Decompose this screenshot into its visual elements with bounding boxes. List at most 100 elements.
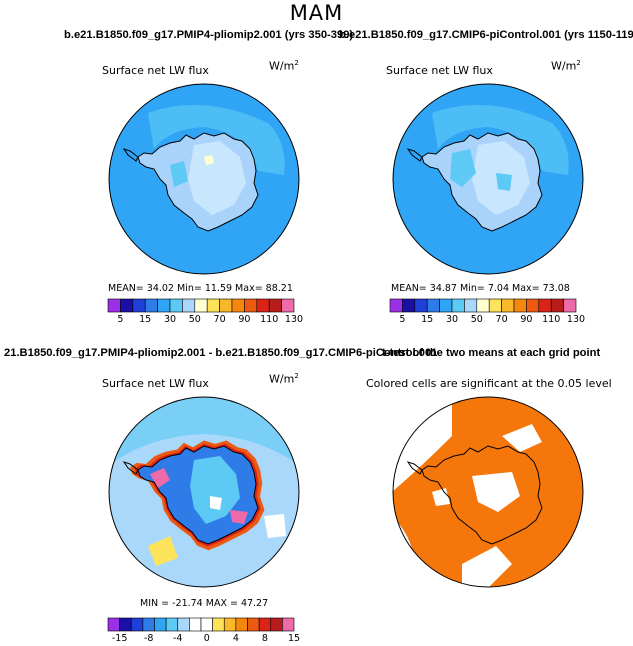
colorbar-box — [247, 617, 260, 632]
coastline — [137, 132, 259, 232]
colorbar-box — [270, 617, 283, 632]
panel1-experiment-title: b.e21.B1850.f09_g17.PMIP4-pliomip2.001 (… — [64, 29, 354, 41]
colorbar-tick-label: 30 — [163, 314, 177, 325]
coastline — [406, 148, 423, 162]
panel2-experiment-title: b.e21.B1850.f09_g17.CMIP6-piControl.001 … — [339, 29, 633, 41]
panel1-variable-title: Surface net LW flux — [102, 64, 209, 77]
colorbar-box — [119, 617, 132, 632]
map-boundary — [108, 396, 300, 588]
colorbar-box — [258, 617, 272, 632]
colorbar-box — [538, 298, 552, 313]
east-anomaly — [230, 510, 248, 524]
interior-anomaly — [190, 456, 240, 524]
colorbar-box — [451, 298, 465, 313]
outer-band — [148, 105, 285, 175]
colorbar-tick-label: 110 — [260, 314, 279, 325]
panel3-units: W/m2 — [269, 372, 299, 386]
map-boundary — [392, 396, 584, 588]
ice-patch — [496, 173, 512, 191]
ice-interior — [188, 141, 246, 215]
panel2-units: W/m2 — [551, 59, 581, 73]
panel1-map — [108, 83, 300, 275]
colorbar-tick-label: 30 — [445, 314, 459, 325]
panel4-experiment-title: t-test of the two means at each grid poi… — [382, 347, 601, 359]
panel2-map — [392, 83, 584, 275]
colorbar-box — [142, 617, 155, 632]
insignificant-area — [502, 424, 542, 452]
colorbar-tick-label: 130 — [284, 314, 304, 325]
colorbar-box — [223, 617, 237, 632]
colorbar-box — [414, 298, 428, 313]
colorbar-tick-label: 70 — [213, 314, 226, 325]
colorbar-box — [402, 298, 416, 313]
colorbar-box — [550, 298, 564, 313]
colorbar-tick-label: 50 — [188, 314, 201, 325]
warm-patch — [204, 155, 214, 165]
colorbar-box — [182, 298, 196, 313]
insignificant-area — [432, 488, 450, 506]
coastline — [406, 461, 423, 475]
peninsula-anomaly — [150, 468, 170, 488]
interior-neutral — [210, 496, 222, 510]
coastline — [421, 445, 543, 545]
panel2-stats: MEAN= 34.87 Min= 7.04 Max= 73.08 — [391, 283, 570, 294]
colorbar-box — [513, 298, 527, 313]
colorbar-box — [132, 298, 146, 313]
colorbar-box — [282, 617, 295, 632]
colorbar-box — [130, 617, 144, 632]
colorbar-tick-label: -4 — [173, 633, 183, 644]
warm-anomaly — [148, 536, 178, 566]
cool-band — [109, 397, 299, 466]
colorbar-tick-label: -8 — [143, 633, 154, 644]
coastline — [137, 445, 259, 545]
colorbar-tick-label: 50 — [470, 314, 483, 325]
colorbar-tick-label: 15 — [139, 314, 152, 325]
colorbar-box — [200, 617, 213, 632]
colorbar-box — [281, 298, 295, 313]
colorbar-box — [194, 298, 208, 313]
coastline — [122, 148, 139, 162]
colorbar-tick-label: 8 — [261, 633, 268, 644]
coastline — [421, 132, 543, 232]
panel4-significance-note: Colored cells are significant at the 0.0… — [366, 377, 612, 390]
colorbar-box — [169, 298, 183, 313]
panel3-map — [108, 396, 300, 588]
colorbar-tick-label: 70 — [495, 314, 508, 325]
insignificant-area — [462, 546, 512, 587]
colorbar-box — [476, 298, 490, 313]
colorbar-tick-label: 15 — [421, 314, 434, 325]
colorbar-box — [120, 298, 134, 313]
panel4-map — [392, 396, 584, 588]
colorbar-tick-label: 110 — [542, 314, 561, 325]
colorbar-box — [154, 617, 167, 632]
page-title: MAM — [289, 1, 344, 25]
colorbar-tick-label: 90 — [238, 314, 251, 325]
colorbar-box — [426, 298, 440, 313]
neutral-patch — [264, 514, 286, 538]
panel1-stats: MEAN= 34.02 Min= 11.59 Max= 88.21 — [108, 283, 293, 294]
colorbar-box — [256, 298, 270, 313]
map-boundary — [392, 83, 584, 275]
colorbar-box — [526, 298, 540, 313]
map-boundary — [108, 83, 300, 275]
ice-shelf-region — [170, 161, 188, 187]
colorbar-tick-label: 90 — [520, 314, 533, 325]
colorbar-box — [244, 298, 258, 313]
panel1-units: W/m2 — [269, 59, 299, 73]
colorbar-box — [206, 298, 220, 313]
insignificant-area — [472, 472, 520, 512]
colorbar-tick-label: 0 — [203, 633, 210, 644]
coastline — [122, 461, 139, 475]
colorbar-box — [165, 617, 179, 632]
panel3-colorbar — [107, 617, 295, 632]
panel3-experiment-title: 21.B1850.f09_g17.PMIP4-pliomip2.001 - b.… — [4, 347, 438, 359]
panel3-variable-title: Surface net LW flux — [102, 377, 209, 390]
colorbar-tick-label: 130 — [566, 314, 586, 325]
colorbar-box — [488, 298, 502, 313]
colorbar-box — [231, 298, 245, 313]
panel2-colorbar — [389, 298, 577, 313]
colorbar-box — [235, 617, 248, 632]
colorbar-box — [219, 298, 233, 313]
colorbar-box — [563, 298, 577, 313]
colorbar-box — [389, 298, 403, 313]
